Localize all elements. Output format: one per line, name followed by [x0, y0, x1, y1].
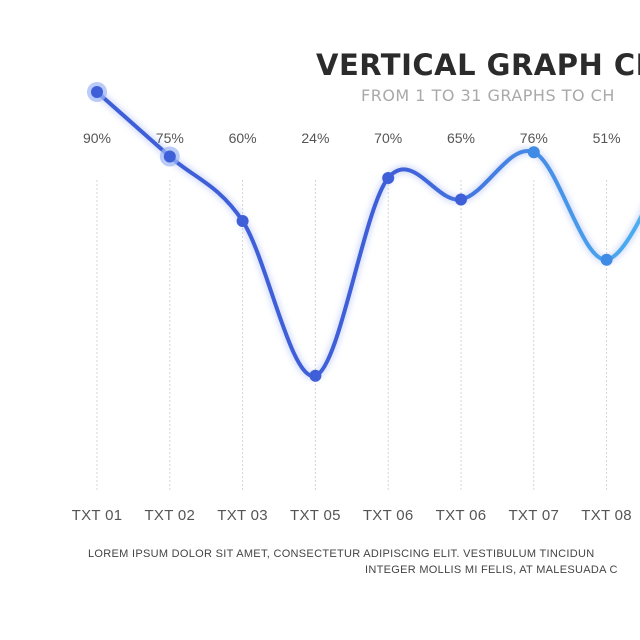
title-block: VERTICAL GRAPH CH FROM 1 TO 31 GRAPHS TO… — [0, 48, 640, 108]
x-tick-label: TXT 06 — [363, 507, 414, 524]
x-tick-label: TXT 05 — [290, 507, 341, 524]
value-label: 60% — [229, 130, 257, 146]
x-tick-label: TXT 06 — [436, 507, 487, 524]
value-label: 70% — [374, 130, 402, 146]
data-point — [91, 86, 103, 98]
data-point — [309, 369, 322, 382]
value-label: 76% — [520, 130, 548, 146]
footer-line-2: INTEGER MOLLIS MI FELIS, AT MALESUADA C — [365, 564, 618, 576]
value-label: 90% — [83, 130, 111, 146]
value-label: 65% — [447, 130, 475, 146]
data-point — [163, 150, 176, 163]
data-point — [527, 146, 540, 159]
value-label: 51% — [593, 130, 621, 146]
data-point — [455, 193, 467, 206]
value-label: 24% — [301, 130, 329, 146]
x-tick-label: TXT 08 — [581, 507, 632, 524]
footer-line-1: LOREM IPSUM DOLOR SIT AMET, CONSECTETUR … — [88, 548, 595, 560]
chart-subtitle: FROM 1 TO 31 GRAPHS TO CH — [361, 86, 615, 105]
value-label: 75% — [156, 130, 184, 146]
x-tick-label: TXT 02 — [144, 507, 195, 524]
x-tick-label: TXT 03 — [217, 507, 268, 524]
footer-text: LOREM IPSUM DOLOR SIT AMET, CONSECTETUR … — [0, 548, 640, 584]
x-tick-label: TXT 07 — [508, 507, 559, 524]
data-point — [600, 253, 613, 266]
x-tick-label: TXT 01 — [72, 507, 123, 524]
data-point — [236, 215, 249, 227]
chart-title: VERTICAL GRAPH CH — [316, 48, 640, 82]
data-point — [382, 172, 395, 184]
